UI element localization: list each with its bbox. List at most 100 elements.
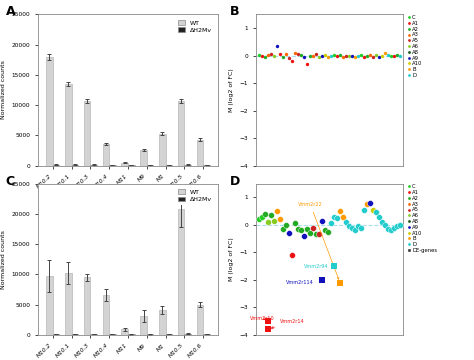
Point [267,212,275,218]
Bar [65,84,72,166]
Point [273,208,281,214]
Point [324,229,332,235]
Point [375,214,383,220]
Bar [53,334,59,335]
Point [363,201,371,207]
Point [318,53,326,59]
Point [282,222,290,228]
Point [369,54,377,60]
Point [357,225,365,230]
Point [372,52,380,58]
Point [309,225,317,230]
Point [339,54,346,60]
Legend: C, A1, A2, A3, A5, A6, A8, A9, A10, B, D: C, A1, A2, A3, A5, A6, A8, A9, A10, B, D [406,13,425,80]
Point [378,219,386,225]
Point [321,52,329,58]
Point [393,223,401,229]
Point [270,53,278,59]
Bar [65,273,72,335]
Point [312,51,320,57]
Point [264,327,272,332]
Point [315,231,323,237]
Bar [46,57,53,166]
Bar [203,334,210,335]
Point [261,211,269,217]
Point [285,230,293,236]
Point [294,226,302,232]
Point [324,54,332,60]
Y-axis label: Normalized counts: Normalized counts [1,60,6,120]
Point [264,219,272,225]
Point [300,54,308,60]
Point [375,54,383,60]
Point [318,277,326,283]
Bar [140,150,147,166]
Bar [197,305,203,335]
Point [321,228,329,233]
Point [384,226,392,232]
Point [366,200,374,206]
Point [288,252,296,258]
Point [291,50,299,56]
Text: C: C [6,175,15,188]
Point [309,53,317,59]
Point [312,231,320,237]
Point [390,225,398,230]
Bar [203,165,210,166]
Bar [159,134,165,166]
Point [330,214,337,220]
Bar [147,165,154,166]
Text: B: B [229,5,239,18]
Point [387,53,395,59]
Bar [102,295,109,335]
Bar [165,334,172,335]
Bar [140,316,147,335]
Point [306,230,314,236]
Bar [102,144,109,166]
Point [315,54,323,60]
Legend: C, A1, A2, A3, A5, A6, A8, A9, A10, B, D, DE-genes: C, A1, A2, A3, A5, A6, A8, A9, A10, B, D… [406,182,439,255]
Point [342,219,350,225]
Text: Vmm2r22: Vmm2r22 [298,202,339,279]
Bar [53,165,59,166]
Point [255,216,263,222]
Bar [109,165,116,166]
Point [345,53,353,59]
Bar [159,310,165,335]
Bar [165,165,172,166]
Point [378,53,386,59]
Point [291,221,299,226]
Bar [184,334,191,335]
Point [396,222,404,228]
Point [273,43,281,49]
Point [354,223,362,229]
Point [387,228,395,233]
Point [276,51,284,57]
Bar [121,163,128,166]
Point [336,52,344,58]
Bar [178,101,184,166]
Point [333,53,341,59]
Bar [72,334,78,335]
Bar [84,277,91,335]
Point [330,52,337,58]
Point [381,222,389,228]
Point [264,52,272,58]
Point [318,218,326,224]
Text: Vmm2r10: Vmm2r10 [250,316,274,321]
Point [264,318,272,324]
Point [258,53,266,59]
Point [396,53,404,59]
Bar [197,140,203,166]
Bar [109,334,116,335]
Point [297,52,305,58]
Point [330,263,337,269]
Point [351,54,359,60]
Y-axis label: M (log2 of FC): M (log2 of FC) [229,68,234,112]
Text: A: A [6,5,15,18]
Point [279,54,287,60]
Point [282,51,290,57]
Legend: WT, ΔH2Mv: WT, ΔH2Mv [175,18,215,36]
Point [261,54,269,60]
Y-axis label: M (log2 of FC): M (log2 of FC) [229,237,234,281]
